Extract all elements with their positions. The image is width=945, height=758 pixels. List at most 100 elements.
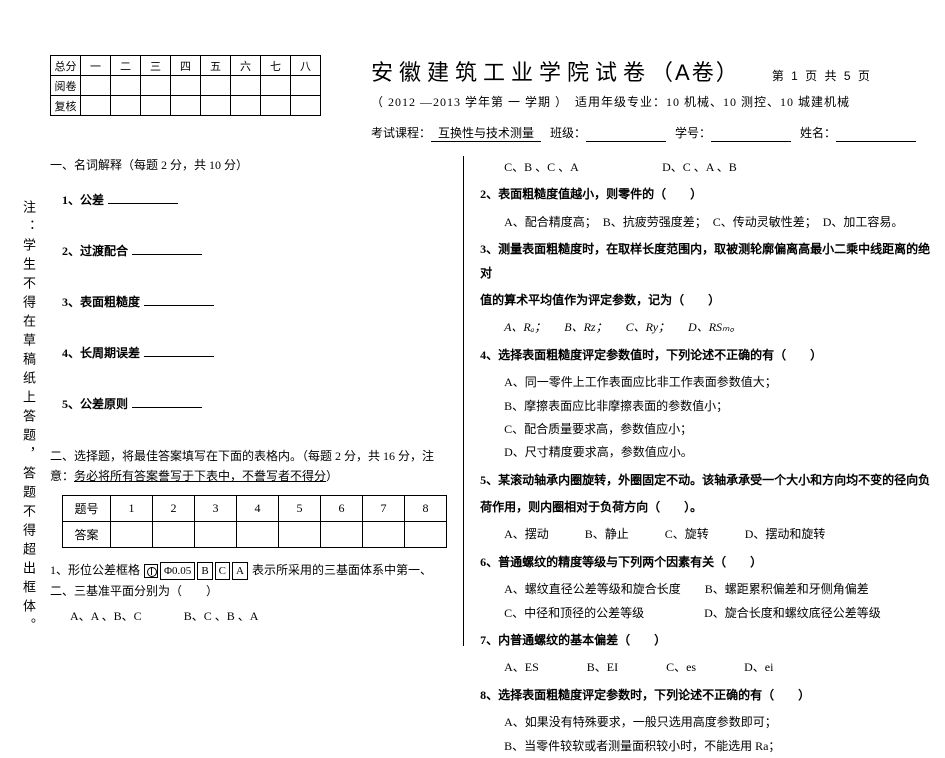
score-table: 总分 一 二 三 四 五 六 七 八 阅卷 复核 — [50, 55, 321, 116]
score-hdr: 总分 — [51, 56, 81, 76]
answer-cell — [405, 521, 447, 547]
q2-opts: A、配合精度高； B、抗疲劳强度差； C、传动灵敏性差； D、加工容易。 — [504, 211, 935, 234]
sec2-c: ） — [326, 469, 338, 483]
q3-b: 值的算术平均值作为评定参数，记为（ ） — [480, 289, 935, 312]
course-label: 考试课程： — [371, 126, 431, 140]
vocab-item: 1、公差 — [62, 191, 447, 208]
score-cell — [291, 76, 321, 96]
answer-table: 题号 1 2 3 4 5 6 7 8 答案 — [62, 495, 447, 548]
datum-c: C — [215, 562, 230, 580]
answer-num: 6 — [321, 495, 363, 521]
score-cell — [201, 76, 231, 96]
score-cell — [201, 96, 231, 116]
answer-row-label: 题号 — [63, 495, 111, 521]
score-hdr: 一 — [81, 56, 111, 76]
id-blank — [711, 126, 791, 142]
q3-opts: A、Rₐ； B、Rz； C、Ry； D、RSₘ。 — [504, 316, 935, 339]
answer-cell — [321, 521, 363, 547]
q4-a: A、同一零件上工作表面应比非工作表面参数值大； — [504, 371, 935, 394]
q8: 8、选择表面粗糙度评定参数时，下列论述不正确的有（ ） — [480, 684, 935, 707]
right-column: C、B 、C 、A D、C 、A 、B 2、表面粗糙度值越小，则零件的（ ） A… — [470, 156, 935, 646]
score-cell — [81, 76, 111, 96]
q4: 4、选择表面粗糙度评定参数值时，下列论述不正确的有（ ） — [480, 344, 935, 367]
q8-b: B、当零件较软或者测量面积较小时，不能选用 Ra； — [504, 735, 935, 758]
score-cell — [141, 96, 171, 116]
score-cell — [231, 76, 261, 96]
class-blank — [586, 126, 666, 142]
score-hdr: 六 — [231, 56, 261, 76]
q5-b: 荷作用，则内圈相对于负荷方向（ ）。 — [480, 496, 935, 519]
q3-a: 3、测量表面粗糙度时，在取样长度范围内，取被测轮廓偏离高最小二乘中线距离的绝对 — [480, 238, 935, 285]
score-cell — [171, 96, 201, 116]
score-hdr: 二 — [111, 56, 141, 76]
score-cell — [291, 96, 321, 116]
q1-lead: 1、形位公差框格 — [50, 563, 140, 577]
q1-opts-cd: C、B 、C 、A D、C 、A 、B — [504, 156, 935, 179]
vocab-item: 4、长周期误差 — [62, 344, 447, 361]
q4-b: B、摩擦表面应比非摩擦表面的参数值小； — [504, 395, 935, 418]
score-hdr: 五 — [201, 56, 231, 76]
q1: 1、形位公差框格 Φ0.05BCA 表示所采用的三基面体系中第一、二、三基准平面… — [50, 560, 447, 603]
score-cell — [261, 76, 291, 96]
score-cell — [261, 96, 291, 116]
title-text: 安徽建筑工业学院试卷 — [371, 60, 651, 85]
answer-num: 7 — [363, 495, 405, 521]
side-note: 注：学生不得在草稿纸上答题，答题不得超出框体。 — [20, 200, 36, 637]
answer-cell — [153, 521, 195, 547]
id-label: 学号： — [675, 126, 711, 140]
q2: 2、表面粗糙度值越小，则零件的（ ） — [480, 183, 935, 206]
score-hdr: 四 — [171, 56, 201, 76]
q6: 6、普通螺纹的精度等级与下列两个因素有关（ ） — [480, 551, 935, 574]
answer-cell — [363, 521, 405, 547]
datum-a: A — [232, 562, 248, 580]
datum-b: B — [197, 562, 212, 580]
q4-d: D、尺寸精度要求高，参数值应小。 — [504, 441, 935, 464]
score-hdr: 三 — [141, 56, 171, 76]
answer-num: 4 — [237, 495, 279, 521]
course-line: 考试课程：互换性与技术测量 班级： 学号： 姓名： — [371, 124, 935, 142]
vocab-item: 5、公差原则 — [62, 395, 447, 412]
answer-cell — [279, 521, 321, 547]
q4-c: C、配合质量要求高，参数值应小； — [504, 418, 935, 441]
course-value: 互换性与技术测量 — [431, 124, 541, 142]
position-tolerance-icon — [144, 564, 158, 578]
q7-opts: A、ES B、EI C、es D、ei — [504, 656, 935, 679]
class-label: 班级： — [550, 126, 586, 140]
score-row-label: 阅卷 — [51, 76, 81, 96]
answer-num: 3 — [195, 495, 237, 521]
exam-page: 总分 一 二 三 四 五 六 七 八 阅卷 复核 — [50, 55, 935, 659]
answer-cell — [111, 521, 153, 547]
paper-title: 安徽建筑工业学院试卷（A卷） 第 1 页 共 5 页 — [371, 55, 935, 87]
q5-opts: A、摆动 B、静止 C、旋转 D、摆动和旋转 — [504, 523, 935, 546]
score-hdr: 八 — [291, 56, 321, 76]
answer-num: 2 — [153, 495, 195, 521]
q8-a: A、如果没有特殊要求，一般只选用高度参数即可； — [504, 711, 935, 734]
column-divider — [463, 156, 464, 646]
answer-cell — [195, 521, 237, 547]
q7: 7、内普通螺纹的基本偏差（ ） — [480, 629, 935, 652]
vocab-item: 2、过渡配合 — [62, 242, 447, 259]
score-cell — [171, 76, 201, 96]
left-column: 一、名词解释（每题 2 分，共 10 分） 1、公差 2、过渡配合 3、表面粗糙… — [50, 156, 457, 646]
answer-num: 8 — [405, 495, 447, 521]
score-cell — [111, 76, 141, 96]
score-cell — [81, 96, 111, 116]
q1-optA: A、A 、B、C — [70, 609, 142, 623]
answer-num: 5 — [279, 495, 321, 521]
answer-num: 1 — [111, 495, 153, 521]
answer-row-label: 答案 — [63, 521, 111, 547]
q6-cd: C、中径和顶径的公差等级 D、旋合长度和螺纹底径公差等级 — [504, 602, 935, 625]
name-label: 姓名： — [800, 126, 836, 140]
q5-a: 5、某滚动轴承内圈旋转，外圈固定不动。该轴承承受一个大小和方向均不变的径向负 — [480, 469, 935, 492]
score-cell — [111, 96, 141, 116]
sec2-b: 务必将所有答案誊写于下表中，不誊写者不得分 — [74, 469, 326, 483]
q6-ab: A、螺纹直径公差等级和旋合长度 B、螺距累积偏差和牙侧角偏差 — [504, 578, 935, 601]
title-paren: （A卷） — [651, 60, 740, 85]
vocab-item: 3、表面粗糙度 — [62, 293, 447, 310]
score-row-label: 复核 — [51, 96, 81, 116]
q1-optB: B、C 、B 、A — [184, 609, 259, 623]
score-hdr: 七 — [261, 56, 291, 76]
section2-heading: 二、选择题，将最佳答案填写在下面的表格内。（每题 2 分，共 16 分，注意：务… — [50, 446, 447, 487]
name-blank — [836, 126, 916, 142]
section1-heading: 一、名词解释（每题 2 分，共 10 分） — [50, 156, 447, 173]
